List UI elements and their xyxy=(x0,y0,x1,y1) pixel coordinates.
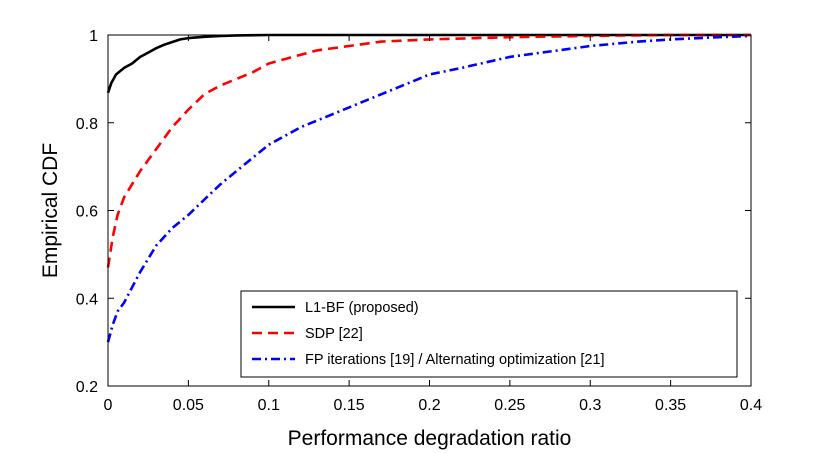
legend-box xyxy=(240,290,738,378)
legend-label-sdp: SDP [22] xyxy=(305,326,363,342)
legend-label-l1-bf: L1-BF (proposed) xyxy=(305,300,419,316)
y-tick-label: 0.6 xyxy=(76,204,98,221)
x-tick-label: 0.15 xyxy=(334,397,365,414)
y-axis-title: Empirical CDF xyxy=(39,143,62,278)
x-tick-label: 0.4 xyxy=(740,397,762,414)
y-tick-label: 0.8 xyxy=(76,116,98,133)
y-tick-label: 0.4 xyxy=(76,291,98,308)
x-tick-label: 0.05 xyxy=(173,397,204,414)
tick-labels-layer: 0 0.05 0.1 0.15 0.2 0.25 0.3 0.35 0.4 0.2 0.4 0.6 0.… xyxy=(76,28,762,414)
legend: L1-BF (proposed) SDP [22] FP iterations … xyxy=(240,290,738,378)
series-line-fp-iterations-19-alternating-optimization-21 xyxy=(106,34,752,343)
x-axis-title: Performance degradation ratio xyxy=(288,427,572,450)
legend-label-fp-iterations: FP iterations [19] / Alternating optimiz… xyxy=(305,352,605,368)
x-tick-label: 0.35 xyxy=(655,397,686,414)
x-tick-label: 0.25 xyxy=(494,397,525,414)
x-tick-label: 0 xyxy=(104,397,113,414)
x-tick-label: 0.3 xyxy=(579,397,601,414)
series-line-sdp-22 xyxy=(106,33,751,268)
x-tick-label: 0.1 xyxy=(258,397,280,414)
y-tick-label: 0.2 xyxy=(76,379,98,396)
ticks-layer xyxy=(107,34,752,387)
y-tick-label: 1 xyxy=(89,28,98,45)
x-tick-label: 0.2 xyxy=(418,397,440,414)
